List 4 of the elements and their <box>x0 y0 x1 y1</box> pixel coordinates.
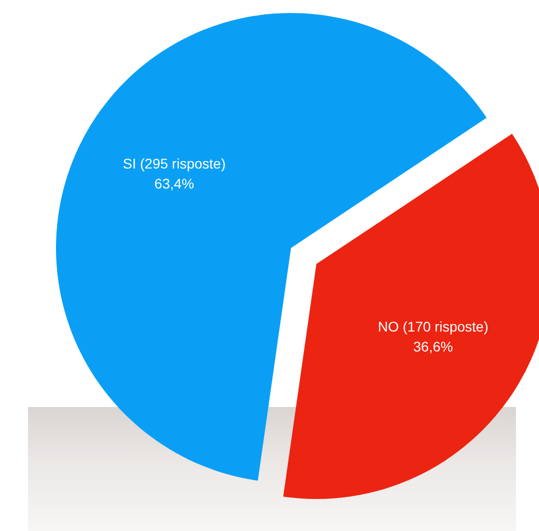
slice-label: NO (170 risposte) <box>378 318 488 335</box>
slice-label: SI (295 risposte) <box>122 155 226 172</box>
data-label: 63,4% <box>154 175 194 192</box>
data-label: 36,6% <box>413 338 453 355</box>
